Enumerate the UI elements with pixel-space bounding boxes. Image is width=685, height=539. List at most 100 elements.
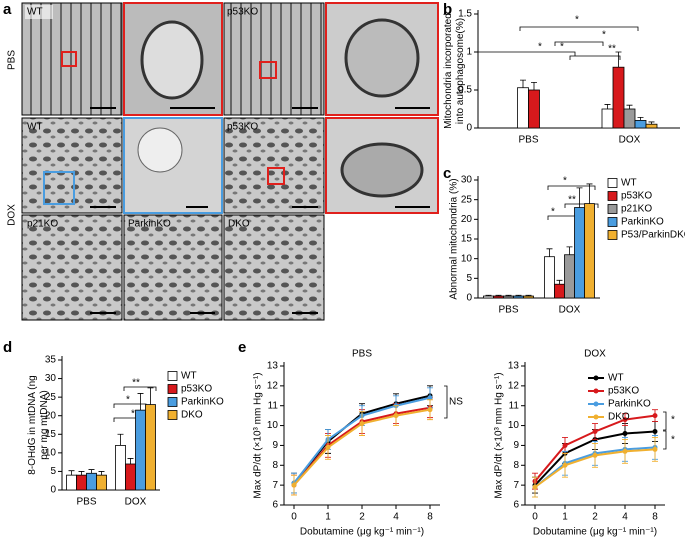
significance: * (538, 42, 542, 53)
y-tick-label: 13 (508, 361, 520, 372)
legend-label: DKO (608, 412, 630, 423)
bar (564, 254, 575, 299)
legend-label: ParkinKO (608, 399, 651, 410)
legend-label: WT (608, 373, 624, 384)
x-tick-label: PBS (518, 135, 538, 146)
significance: * (602, 30, 606, 41)
legend-swatch (167, 384, 178, 394)
micrograph (223, 117, 325, 214)
y-axis-label: 8-OHdG in mtDNA (ngper mg mtDNA) (27, 375, 50, 474)
y-tick-label: 0.5 (458, 85, 472, 96)
error-bar (147, 387, 154, 405)
x-tick-label: 1 (325, 512, 331, 523)
micrograph (21, 2, 123, 116)
y-tick-label: 25 (45, 392, 57, 403)
bar (523, 295, 534, 299)
x-tick-label: 0 (532, 512, 538, 523)
y-tick-label: 11 (509, 400, 520, 411)
x-axis-label: Dobutamine (μg kg⁻¹ min⁻¹) (533, 527, 657, 538)
x-tick-label: DOX (619, 135, 641, 146)
image-label: p53KO (227, 7, 258, 18)
inset-box (61, 51, 77, 67)
y-tick-label: 30 (461, 175, 473, 186)
error-bar (615, 51, 622, 68)
legend-swatch (607, 230, 618, 240)
significance: * (563, 176, 567, 187)
legend-marker (593, 388, 599, 394)
row-label: PBS (7, 50, 18, 70)
bracket (554, 41, 604, 46)
panel-label: a (3, 1, 12, 18)
bar (645, 123, 658, 129)
error-bar (505, 294, 512, 297)
autophagosome (340, 142, 424, 198)
micrographs: WT p53KO WT p53KO p21KO ParkinKO DKO (21, 2, 439, 321)
micrograph (21, 117, 123, 214)
bar (601, 108, 614, 129)
error-bar (586, 183, 593, 204)
significance: * (551, 207, 555, 218)
bar (623, 108, 636, 129)
legend-swatch (167, 397, 178, 407)
point (427, 395, 433, 401)
y-tick-label: 0 (50, 485, 56, 496)
image-label: WT (27, 122, 43, 133)
error-bar (546, 248, 553, 257)
bracket (123, 386, 157, 391)
bar (574, 207, 585, 299)
y-tick-label: 7 (513, 480, 519, 491)
autophagosome (140, 20, 204, 100)
point (325, 444, 331, 450)
panel-label: c (443, 165, 451, 182)
bar (115, 445, 126, 491)
y-tick-label: 11 (268, 400, 279, 411)
micrograph (223, 214, 325, 321)
bracket (564, 203, 599, 208)
bracket (519, 26, 639, 31)
y-tick-label: 10 (461, 253, 473, 264)
x-tick-label: 4 (393, 512, 399, 523)
x-tick-label: 1 (562, 512, 568, 523)
y-tick-label: 9 (272, 440, 278, 451)
y-axis-label: Mitochondria incorporatedinto autophagos… (443, 13, 466, 129)
significance: * (671, 415, 675, 426)
point (592, 452, 598, 458)
x-axis-label: Dobutamine (μg kg⁻¹ min⁻¹) (300, 527, 424, 538)
micrograph (123, 214, 223, 321)
chart-title: DOX (584, 349, 606, 360)
legend-marker (593, 414, 599, 420)
y-tick-label: 5 (466, 273, 472, 284)
x-tick-label: 4 (622, 512, 628, 523)
y-tick-label: 10 (508, 420, 520, 431)
legend-label: ParkinKO (181, 397, 224, 408)
bracket (113, 403, 147, 408)
significance: ** (608, 44, 616, 55)
legend-label: p53KO (621, 191, 652, 202)
image-label: DKO (228, 219, 250, 230)
y-tick-label: 1 (466, 47, 472, 58)
autophagosome (344, 18, 420, 98)
x-tick-label: DOX (125, 497, 147, 508)
y-tick-label: 12 (267, 380, 279, 391)
image-label: p53KO (227, 122, 258, 133)
point (652, 446, 658, 452)
point (622, 431, 628, 437)
bar (493, 295, 504, 299)
bracket (569, 55, 621, 60)
error-bar (637, 116, 644, 121)
bar (513, 295, 524, 299)
bar (554, 283, 565, 299)
bar (76, 474, 87, 491)
bar (528, 89, 540, 129)
chart-title: PBS (352, 349, 372, 360)
legend-swatch (607, 204, 618, 214)
image-label: p21KO (27, 219, 58, 230)
bar (612, 66, 625, 129)
significance: * (575, 15, 579, 26)
legend-label: ParkinKO (621, 217, 664, 228)
legend-label: DKO (181, 410, 203, 421)
error-bar (495, 294, 502, 297)
point (622, 417, 628, 423)
scale-bars (90, 107, 430, 314)
